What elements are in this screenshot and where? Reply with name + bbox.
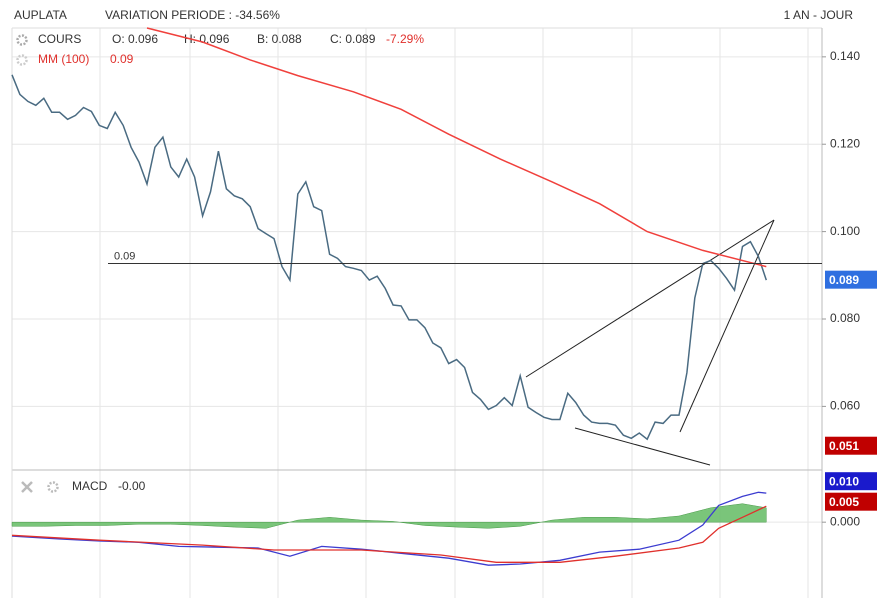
change: -7.29% [386,32,424,46]
y-tick-label: 0.060 [830,399,860,413]
legend-value: 0.09 [110,52,134,66]
settings-icon[interactable] [16,54,28,66]
histogram-area [11,503,767,529]
legend-entry: COURS [38,32,81,46]
value-badge-label: 0.089 [829,273,859,287]
horizontal-line-label: 0.09 [114,250,135,262]
legend-entry: MM (100) [38,52,89,66]
signal-line [11,505,767,563]
ohlc-open: O: 0.096 [112,32,158,46]
legend-entry: MACD [72,479,108,493]
ohlc-high: H: 0.096 [184,32,230,46]
settings-icon[interactable] [16,34,28,46]
y-tick-label: 0.140 [830,49,860,63]
macd-line [11,491,767,566]
ohlc-low: B: 0.088 [257,32,302,46]
settings-icon[interactable] [47,481,59,493]
value-badge-label: 0.051 [829,439,859,453]
value-badge [825,492,877,511]
value-badge [825,270,877,289]
y-tick-label: 0.080 [830,311,860,325]
macd-legend: MACD -0.00 [21,479,146,493]
trend-line[interactable] [525,219,775,378]
y-tick-label: -0.020 [830,596,864,598]
symbol: AUPLATA [14,8,67,22]
y-tick-label: 0.100 [830,224,860,238]
close-icon[interactable] [21,481,33,493]
variation: VARIATION PERIODE : -34.56% [105,8,280,22]
value-badge-label: 0.005 [829,495,859,509]
ohlc-close: C: 0.089 [330,32,376,46]
period[interactable]: 1 AN - JOUR [784,8,854,22]
moving-average-line [146,27,767,268]
legend: COURS O: 0.096 H: 0.096 B: 0.088 C: 0.08… [16,32,424,66]
y-tick-label: 0.120 [830,136,860,150]
value-badge-label: 0.010 [829,474,859,488]
value-badge [825,472,877,491]
legend-value: -0.00 [118,479,146,493]
y-tick-label: 0.000 [830,514,860,528]
price-line [11,74,768,441]
value-badge [825,436,877,455]
trend-line[interactable] [574,427,711,466]
